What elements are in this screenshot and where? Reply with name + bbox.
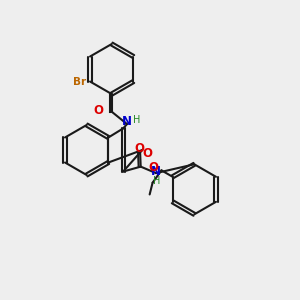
Text: N: N: [151, 165, 161, 178]
Text: H: H: [133, 115, 140, 125]
Text: N: N: [122, 115, 132, 128]
Text: O: O: [142, 147, 152, 160]
Text: Br: Br: [73, 76, 85, 86]
Text: O: O: [148, 161, 158, 174]
Text: H: H: [153, 176, 160, 186]
Text: O: O: [93, 104, 103, 117]
Text: O: O: [134, 142, 145, 154]
